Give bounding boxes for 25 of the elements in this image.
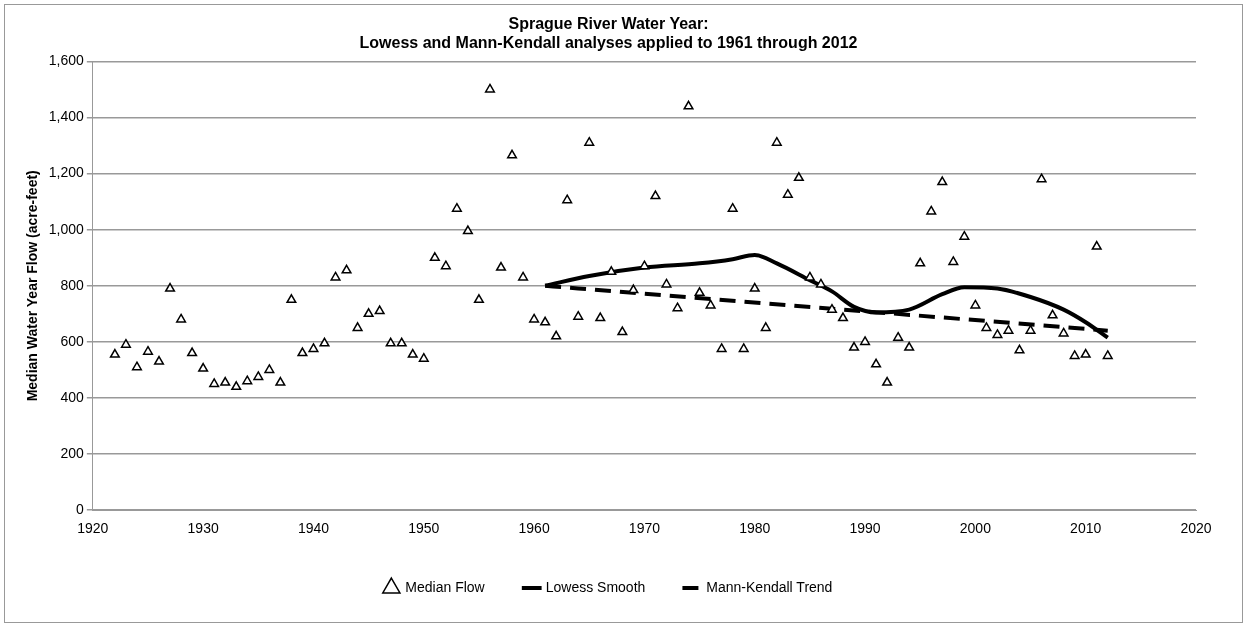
x-tick-label: 1990 [849, 520, 881, 537]
x-tick-label: 1960 [518, 520, 550, 537]
x-tick-label: 2010 [1070, 520, 1102, 537]
x-tick-label: 1980 [739, 520, 771, 537]
legend-label: Mann-Kendall Trend [706, 578, 833, 595]
y-axis-title: Median Water Year Flow (acre-feet) [24, 170, 41, 402]
x-tick-label: 2020 [1180, 520, 1212, 537]
x-tick-label: 1930 [187, 520, 219, 537]
x-tick-label: 1940 [297, 520, 330, 537]
y-tick-label: 1,400 [48, 108, 85, 125]
y-tick-label: 0 [76, 501, 85, 518]
y-tick-label: 600 [60, 332, 85, 349]
chart-title: Sprague River Water Year: Lowess and Mann-Kendall analyses applied to 1961 through 2012 [359, 15, 858, 52]
y-tick-label: 1,200 [48, 164, 85, 181]
x-tick-label: 1970 [628, 520, 661, 537]
x-tick-label: 1950 [408, 520, 440, 537]
y-tick-label: 800 [60, 276, 85, 293]
legend-label: Lowess Smooth [545, 578, 646, 595]
legend-label: Median Flow [405, 578, 486, 595]
y-tick-label: 400 [60, 388, 85, 405]
y-tick-label: 1,600 [48, 52, 85, 69]
x-tick-label: 2000 [959, 520, 992, 537]
x-tick-label: 1920 [77, 520, 109, 537]
y-tick-label: 200 [60, 444, 85, 461]
y-tick-label: 1,000 [48, 220, 85, 237]
